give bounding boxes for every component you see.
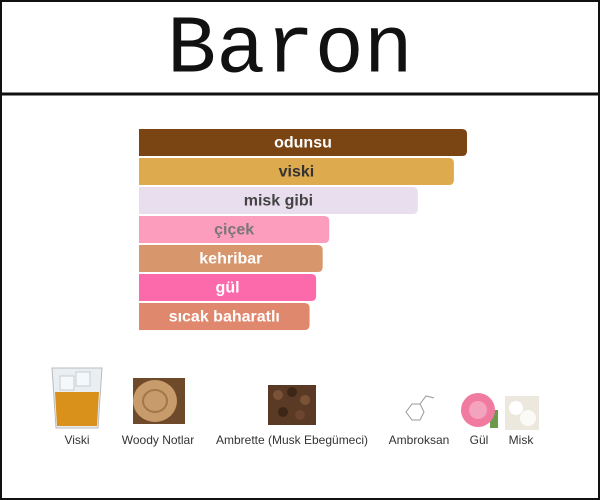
note-label: Gül	[470, 433, 489, 447]
accord-bar	[139, 216, 330, 243]
accord-label: kehribar	[199, 251, 262, 268]
note-label: Ambroksan	[389, 433, 450, 447]
title: Baron	[167, 4, 413, 97]
accord-label: odunsu	[274, 135, 332, 152]
musk-icon	[505, 396, 539, 430]
whisky-icon	[51, 367, 103, 429]
accord-label: sıcak baharatlı	[169, 309, 280, 326]
ambroxan-icon	[405, 395, 435, 421]
ambrette-icon	[268, 385, 316, 425]
note-label: Misk	[509, 433, 535, 447]
accord-bar	[139, 303, 310, 330]
accord-bar	[139, 187, 418, 214]
note-label: Ambrette (Musk Ebegümeci)	[216, 433, 368, 447]
note-icons	[51, 367, 539, 430]
accord-label: çiçek	[214, 222, 254, 239]
note-label: Woody Notlar	[122, 433, 194, 447]
accord-bar	[139, 129, 467, 156]
accord-bar	[139, 158, 454, 185]
wood-icon	[133, 378, 185, 424]
note-label: Viski	[64, 433, 89, 447]
accord-bar	[139, 274, 317, 301]
accord-label: misk gibi	[244, 193, 313, 210]
accord-bar	[139, 245, 323, 272]
accord-label: viski	[279, 164, 315, 181]
rose-icon	[461, 393, 498, 428]
accord-label: gül	[216, 280, 240, 297]
